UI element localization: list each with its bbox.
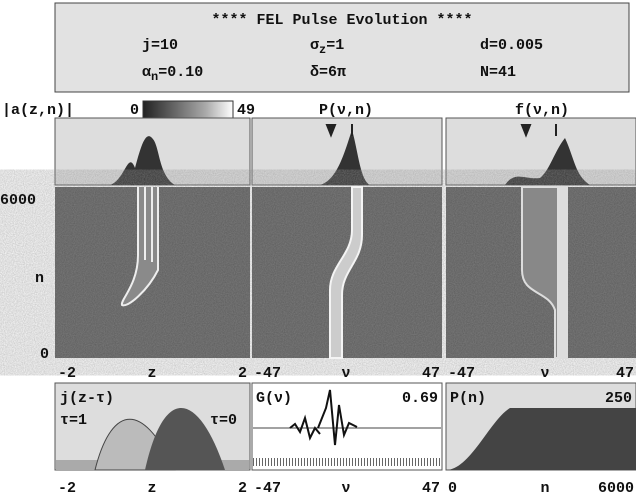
gain-value: 0.69	[402, 390, 438, 407]
gain-title: G(ν)	[256, 390, 292, 407]
heatmaps	[55, 186, 636, 359]
param-sub: n	[151, 70, 158, 84]
bottom-panels	[54, 382, 636, 471]
axis-label: 47	[616, 365, 634, 382]
current-left: τ=1	[60, 412, 87, 429]
header-title: **** FEL Pulse Evolution ****	[211, 12, 472, 29]
axis-label: ν	[341, 365, 350, 382]
parameter: d=0.005	[480, 37, 543, 54]
param-symbol: N	[480, 64, 489, 81]
parameter: δ=6π	[310, 64, 346, 81]
axis-label: ν	[341, 480, 350, 497]
param-symbol: j	[142, 37, 151, 54]
parameter: j=10	[142, 37, 178, 54]
param-rest: =10	[151, 37, 178, 54]
axis-label: n	[540, 480, 549, 497]
n-top: 6000	[0, 192, 36, 209]
param-symbol: δ	[310, 64, 319, 81]
param-sub: z	[319, 43, 326, 57]
axis-label: -2	[58, 480, 76, 497]
colorbar	[142, 100, 234, 120]
axis-label: 6000	[598, 480, 634, 497]
parameter: σz=1	[310, 37, 344, 57]
n-bottom: 0	[40, 346, 49, 363]
axis-label: 47	[422, 480, 440, 497]
axis-label: 2	[238, 480, 247, 497]
current-right: τ=0	[210, 412, 237, 429]
param-rest: =0.10	[158, 64, 203, 81]
power-label: P(ν,n)	[319, 102, 373, 119]
axis-label: -47	[254, 480, 281, 497]
axis-label: -47	[448, 365, 475, 382]
param-symbol: σ	[310, 37, 319, 54]
axis-label: z	[147, 365, 156, 382]
power-value: 250	[605, 390, 632, 407]
axis-label: z	[147, 480, 156, 497]
cbar-min: 0	[130, 102, 139, 119]
axis-label: -2	[58, 365, 76, 382]
parameter: αn=0.10	[142, 64, 203, 84]
parameter: N=41	[480, 64, 516, 81]
param-rest: =41	[489, 64, 516, 81]
n-label: n	[35, 270, 44, 287]
header-box	[54, 2, 630, 93]
param-rest: =1	[326, 37, 344, 54]
current-title: j(z-τ)	[60, 390, 114, 407]
axis-label: -47	[254, 365, 281, 382]
param-rest: =0.005	[489, 37, 543, 54]
param-symbol: d	[480, 37, 489, 54]
param-symbol: α	[142, 64, 151, 81]
profiles	[54, 117, 636, 186]
param-rest: =6π	[319, 64, 346, 81]
axis-label: ν	[540, 365, 549, 382]
axis-label: 2	[238, 365, 247, 382]
axis-label: 47	[422, 365, 440, 382]
spectrum-label: f(ν,n)	[515, 102, 569, 119]
axis-label: 0	[448, 480, 457, 497]
field-label: |a(z,n)|	[2, 102, 74, 119]
power-title: P(n)	[450, 390, 486, 407]
cbar-max: 49	[237, 102, 255, 119]
